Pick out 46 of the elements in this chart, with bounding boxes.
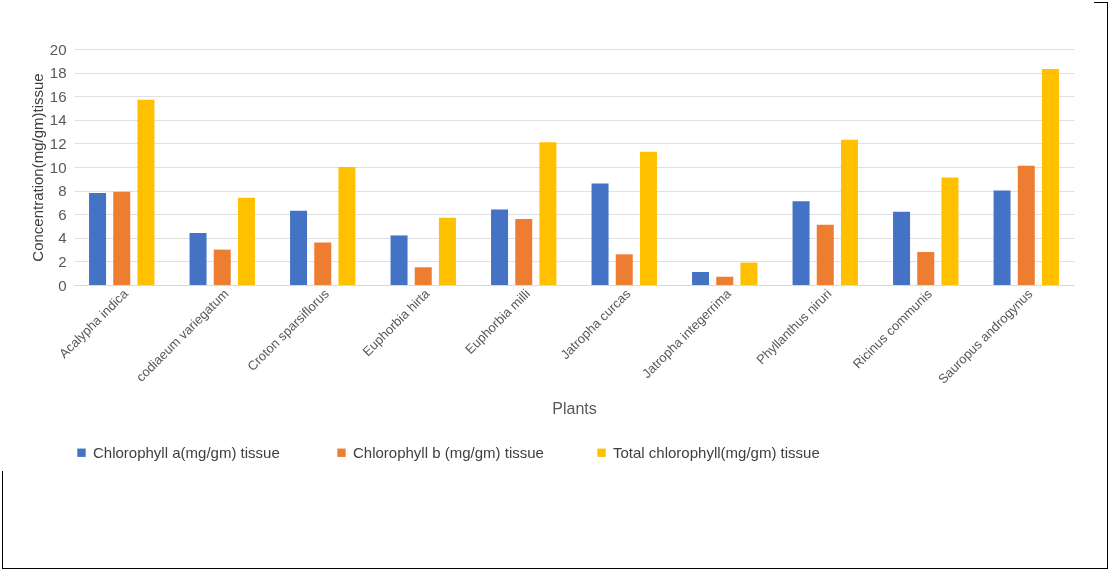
bar bbox=[941, 177, 959, 285]
y-tick-label: 4 bbox=[58, 229, 67, 247]
bar bbox=[89, 192, 107, 285]
bar bbox=[414, 267, 432, 285]
y-tick-label: 8 bbox=[58, 182, 67, 200]
bar bbox=[539, 142, 557, 285]
bar bbox=[993, 190, 1011, 285]
y-tick-label: 14 bbox=[49, 111, 67, 129]
bar bbox=[213, 249, 231, 285]
bar bbox=[792, 201, 810, 285]
legend-label: Total chlorophyll(mg/gm) tissue bbox=[613, 443, 820, 461]
bar bbox=[515, 218, 533, 285]
bar bbox=[1041, 69, 1059, 285]
bar bbox=[189, 233, 207, 285]
bar bbox=[314, 242, 332, 285]
bar bbox=[716, 276, 734, 285]
y-tick-label: 10 bbox=[49, 158, 67, 176]
bar bbox=[816, 224, 834, 285]
bar bbox=[740, 262, 758, 285]
bar bbox=[639, 151, 657, 285]
y-tick-label: 2 bbox=[58, 252, 67, 270]
y-tick-label: 18 bbox=[49, 64, 67, 82]
bar bbox=[917, 251, 935, 285]
bar bbox=[840, 139, 858, 285]
bar bbox=[137, 99, 155, 285]
bar bbox=[491, 209, 509, 285]
y-tick-label: 20 bbox=[49, 40, 67, 58]
bar bbox=[615, 254, 633, 285]
bar bbox=[692, 272, 710, 285]
bar bbox=[390, 235, 408, 285]
legend-label: Chlorophyll b (mg/gm) tissue bbox=[353, 443, 544, 461]
bar bbox=[1017, 165, 1035, 285]
bar bbox=[438, 217, 456, 285]
y-axis-title: Concentration(mg/gm)tissue bbox=[28, 73, 46, 262]
bar bbox=[113, 191, 131, 285]
y-tick-label: 0 bbox=[58, 276, 67, 294]
y-tick-label: 6 bbox=[58, 205, 67, 223]
y-tick-label: 12 bbox=[49, 134, 67, 152]
legend-label: Chlorophyll a(mg/gm) tissue bbox=[93, 443, 280, 461]
bar bbox=[237, 197, 255, 285]
bar bbox=[591, 183, 609, 285]
bar bbox=[338, 167, 356, 285]
bar bbox=[290, 210, 308, 285]
bar bbox=[893, 211, 911, 285]
y-tick-label: 16 bbox=[49, 87, 67, 105]
x-axis-title: Plants bbox=[552, 399, 597, 417]
